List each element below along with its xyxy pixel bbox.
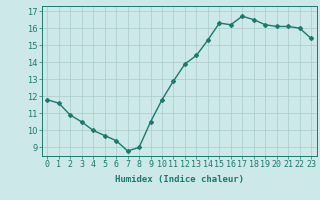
X-axis label: Humidex (Indice chaleur): Humidex (Indice chaleur) xyxy=(115,175,244,184)
